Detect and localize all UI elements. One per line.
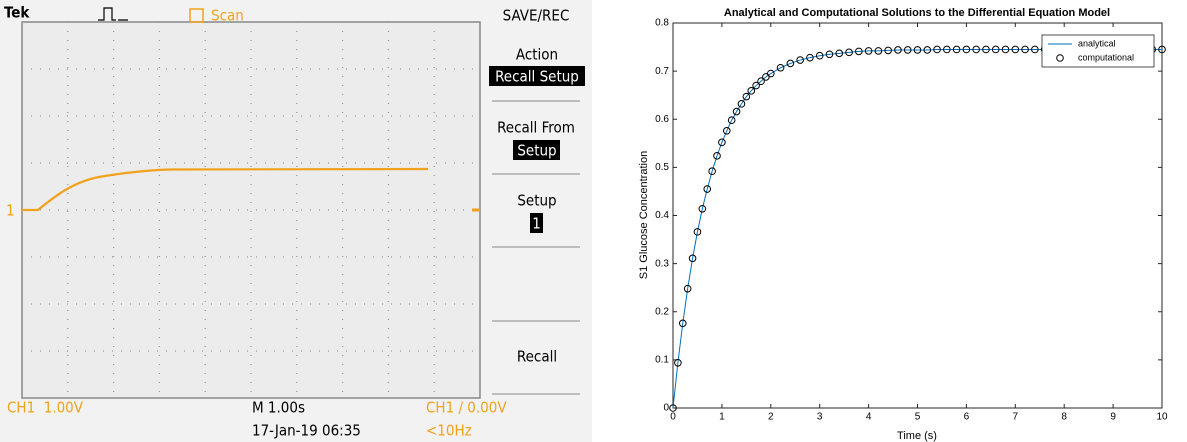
- scope-screen: [22, 22, 480, 398]
- menu-label: Action: [516, 46, 558, 64]
- y-tick-label: 0.3: [655, 258, 669, 269]
- y-tick-label: 0: [663, 403, 669, 414]
- x-tick-label: 9: [1110, 412, 1116, 423]
- x-tick-label: 8: [1061, 412, 1067, 423]
- ch1-scale: CH1 1.00V: [7, 399, 84, 417]
- x-tick-label: 3: [817, 412, 823, 423]
- menu-value: Recall Setup: [495, 68, 579, 86]
- x-tick-label: 10: [1156, 412, 1168, 423]
- legend-label: computational: [1078, 52, 1134, 62]
- y-tick-label: 0.1: [655, 355, 669, 366]
- screen: Tek Scan SAVE/REC Action Recall Setup Re…: [0, 0, 1187, 442]
- x-tick-label: 0: [670, 412, 676, 423]
- page: Tek Scan SAVE/REC Action Recall Setup Re…: [0, 0, 1187, 442]
- x-tick-label: 5: [915, 412, 921, 423]
- x-tick-label: 1: [719, 412, 725, 423]
- oscilloscope: Tek Scan SAVE/REC Action Recall Setup Re…: [0, 0, 592, 442]
- plot-area: [673, 23, 1162, 408]
- channel-marker: 1: [6, 202, 15, 220]
- brand: Tek: [4, 4, 30, 22]
- legend-label: analytical: [1078, 38, 1116, 48]
- y-tick-label: 0.6: [655, 114, 669, 125]
- y-tick-label: 0.7: [655, 66, 669, 77]
- menu-label: Recall From: [497, 119, 575, 137]
- chart: Analytical and Computational Solutions t…: [638, 7, 1168, 442]
- menu-label: Recall: [517, 348, 557, 366]
- y-axis-label: S1 Glucose Concentration: [638, 151, 650, 279]
- scan-label: Scan: [211, 7, 244, 25]
- frequency: <10Hz: [426, 422, 472, 440]
- x-tick-label: 2: [768, 412, 774, 423]
- menu-value: Setup: [517, 142, 556, 160]
- chart-title: Analytical and Computational Solutions t…: [724, 7, 1110, 19]
- y-tick-label: 0.4: [655, 210, 669, 221]
- y-tick-label: 0.5: [655, 162, 669, 173]
- trigger-setting: CH1 ∕ 0.00V: [426, 399, 507, 417]
- y-tick-label: 0.8: [655, 18, 669, 29]
- y-tick-label: 0.2: [655, 306, 669, 317]
- menu-value: 1: [532, 215, 541, 233]
- x-tick-label: 6: [964, 412, 970, 423]
- menu-title: SAVE/REC: [503, 7, 570, 25]
- x-tick-label: 4: [866, 412, 872, 423]
- timebase: M 1.00s: [252, 399, 305, 417]
- menu-label: Setup: [517, 192, 556, 210]
- datetime: 17-Jan-19 06:35: [252, 422, 361, 440]
- x-axis-label: Time (s): [897, 430, 937, 442]
- x-tick-label: 7: [1013, 412, 1019, 423]
